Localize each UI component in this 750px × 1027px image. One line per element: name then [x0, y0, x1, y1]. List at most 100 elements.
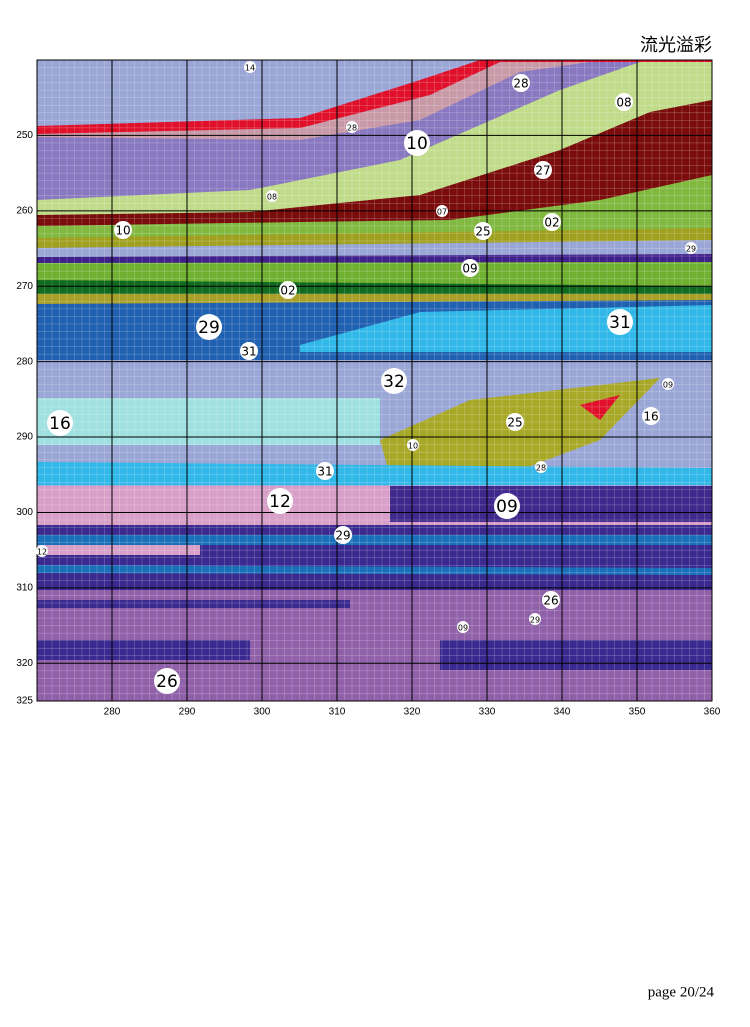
x-tick-label: 310	[329, 707, 346, 718]
color-code: 16	[49, 414, 71, 434]
label-badge	[436, 205, 448, 217]
label-badge	[615, 93, 633, 111]
plot-frame	[36, 59, 713, 702]
color-code: 28	[536, 464, 546, 473]
color-code: 10	[115, 224, 130, 238]
color-region	[37, 535, 712, 545]
color-code: 26	[543, 594, 558, 608]
y-tick-label: 325	[16, 696, 33, 707]
x-tick-label: 320	[404, 707, 421, 718]
x-tick-label: 360	[704, 707, 721, 718]
color-code: 29	[335, 529, 350, 543]
label-badge	[529, 613, 541, 625]
x-tick-label: 330	[479, 707, 496, 718]
color-labels: 14 28 08 28 10 27 08 07 02 25 10 29 09 02 29 31 31 32 09 16…	[36, 61, 697, 694]
label-badge	[662, 378, 674, 390]
color-code: 10	[406, 134, 428, 154]
x-tick-label: 300	[254, 707, 271, 718]
label-badge	[407, 439, 419, 451]
label-badge	[543, 213, 561, 231]
label-badge	[240, 342, 258, 360]
color-code: 26	[156, 672, 178, 692]
color-region	[37, 640, 250, 660]
label-badge	[457, 621, 469, 633]
x-tick-label: 280	[104, 707, 121, 718]
color-code: 07	[437, 208, 447, 217]
label-badge	[607, 309, 633, 335]
color-code: 09	[462, 262, 477, 276]
pattern-area	[37, 60, 712, 701]
label-badge	[114, 221, 132, 239]
label-badge	[506, 413, 524, 431]
label-badge	[461, 259, 479, 277]
label-badge	[494, 493, 520, 519]
color-code: 27	[535, 164, 550, 178]
color-region	[37, 565, 712, 575]
label-badge	[36, 545, 48, 557]
label-badge	[685, 242, 697, 254]
label-badge	[267, 488, 293, 514]
y-tick-label: 320	[16, 658, 33, 669]
color-code: 31	[241, 345, 256, 359]
label-badge	[279, 281, 297, 299]
chart-title: 流光溢彩	[640, 35, 712, 56]
color-code: 14	[245, 64, 255, 73]
label-badge	[542, 591, 560, 609]
label-badge	[316, 462, 334, 480]
color-code: 28	[347, 124, 357, 133]
x-tick-label: 290	[179, 707, 196, 718]
color-code: 02	[544, 216, 559, 230]
color-region	[37, 590, 712, 701]
color-code: 09	[458, 624, 468, 633]
color-code: 12	[37, 548, 47, 557]
y-tick-label: 250	[16, 130, 33, 141]
label-badge	[154, 668, 180, 694]
label-badge	[244, 61, 256, 73]
color-code: 25	[507, 416, 522, 430]
page-number: page 20/24	[648, 984, 715, 1000]
label-badge	[47, 410, 73, 436]
color-code: 12	[269, 492, 291, 512]
color-code: 32	[383, 372, 405, 392]
color-region	[37, 545, 200, 555]
label-badge	[535, 461, 547, 473]
color-code: 09	[496, 497, 518, 517]
y-tick-label: 290	[16, 432, 33, 443]
color-code: 09	[663, 381, 673, 390]
label-badge	[534, 161, 552, 179]
y-tick-label: 260	[16, 205, 33, 216]
color-region	[37, 398, 380, 445]
color-region	[440, 640, 712, 670]
color-region	[580, 395, 620, 420]
color-code: 02	[280, 284, 295, 298]
label-badge	[346, 121, 358, 133]
label-badge	[334, 526, 352, 544]
y-tick-label: 300	[16, 507, 33, 518]
color-code: 25	[475, 225, 490, 239]
color-code: 08	[267, 193, 277, 202]
color-code: 28	[513, 77, 528, 91]
color-code: 29	[198, 318, 220, 338]
y-tick-label: 270	[16, 281, 33, 292]
color-code: 08	[616, 96, 631, 110]
grid: 280 290 300 310 320 330 340 350 3602502602702802…	[16, 59, 721, 718]
x-tick-label: 350	[629, 707, 646, 718]
color-code: 31	[317, 465, 332, 479]
color-code: 29	[686, 245, 696, 254]
color-code: 29	[530, 616, 540, 625]
label-badge	[196, 314, 222, 340]
color-code: 10	[408, 442, 418, 451]
color-region	[37, 600, 350, 608]
x-tick-label: 340	[554, 707, 571, 718]
color-region	[390, 486, 712, 522]
label-badge	[266, 190, 278, 202]
label-badge	[474, 222, 492, 240]
label-badge	[642, 407, 660, 425]
color-code: 31	[609, 313, 631, 333]
y-tick-label: 280	[16, 356, 33, 367]
label-badge	[404, 130, 430, 156]
label-badge	[512, 74, 530, 92]
label-badge	[381, 368, 407, 394]
color-code: 16	[643, 410, 658, 424]
